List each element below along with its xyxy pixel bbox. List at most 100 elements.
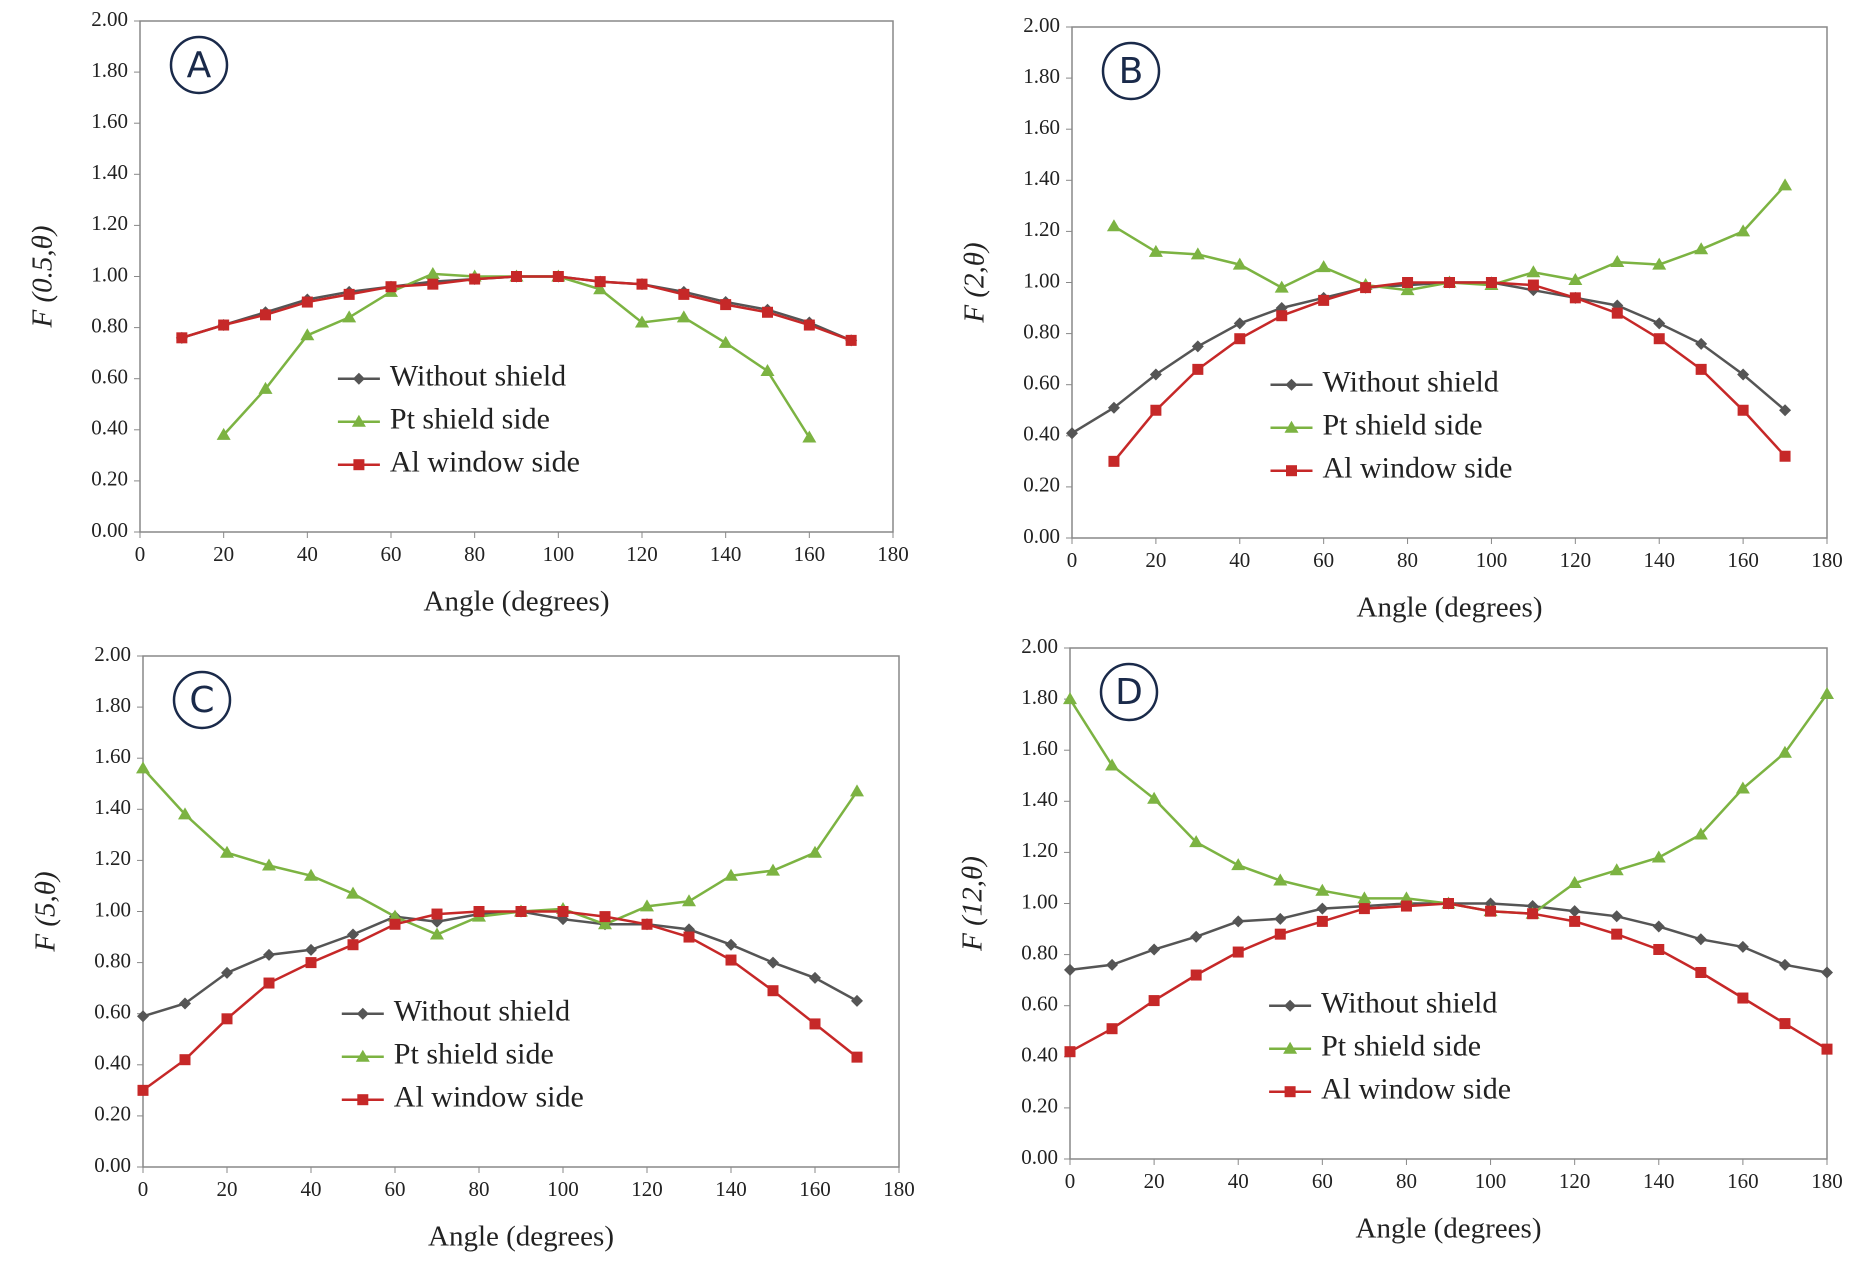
marker-square	[1106, 1023, 1118, 1035]
marker-diamond	[1233, 317, 1246, 330]
marker-square	[343, 288, 355, 300]
y-tick-label: 1.60	[1023, 115, 1060, 139]
x-tick-label: 20	[217, 1177, 238, 1201]
x-tick-label: 140	[1643, 1169, 1675, 1193]
marker-square	[1358, 903, 1370, 915]
x-tick-label: 80	[464, 542, 485, 566]
legend-marker	[1284, 420, 1299, 433]
legend-label: Pt shield side	[390, 403, 550, 436]
x-tick-label: 0	[135, 542, 146, 566]
marker-square	[1232, 946, 1244, 958]
marker-square	[594, 276, 606, 288]
legend-marker	[353, 459, 365, 471]
x-tick-label: 160	[799, 1177, 831, 1201]
marker-triangle	[1315, 883, 1330, 896]
marker-square	[347, 939, 359, 951]
marker-triangle	[808, 845, 822, 858]
marker-diamond	[137, 1010, 149, 1023]
x-tick-label: 60	[1312, 1169, 1333, 1193]
legend-marker	[1284, 999, 1297, 1012]
y-axis-title: F (2,θ)	[959, 242, 991, 323]
marker-square	[1274, 928, 1286, 940]
legend-marker	[1283, 1041, 1298, 1054]
marker-diamond	[725, 938, 737, 951]
y-tick-label: 1.40	[91, 160, 128, 184]
x-tick-label: 60	[381, 542, 402, 566]
y-tick-label: 1.80	[91, 58, 128, 82]
y-tick-label: 2.00	[94, 642, 131, 666]
y-tick-label: 0.60	[91, 365, 128, 389]
y-tick-label: 1.00	[1021, 889, 1058, 913]
marker-triangle	[1106, 219, 1121, 232]
marker-square	[851, 1051, 863, 1063]
y-tick-label: 0.80	[91, 313, 128, 337]
y-tick-label: 0.20	[91, 467, 128, 491]
marker-square	[176, 332, 188, 344]
marker-triangle	[1399, 891, 1414, 904]
marker-triangle	[682, 894, 696, 907]
marker-triangle	[220, 845, 234, 858]
marker-diamond	[1148, 943, 1161, 956]
marker-square	[725, 954, 737, 966]
marker-square	[1148, 995, 1160, 1007]
marker-triangle	[598, 917, 612, 930]
y-tick-label: 1.40	[1021, 787, 1058, 811]
marker-diamond	[809, 971, 821, 984]
marker-triangle	[1316, 260, 1331, 273]
marker-square	[1611, 928, 1623, 940]
x-tick-label: 60	[1313, 548, 1334, 572]
marker-triangle	[1189, 835, 1204, 848]
x-tick-label: 20	[1144, 1169, 1165, 1193]
y-tick-label: 0.60	[1023, 371, 1060, 395]
x-tick-label: 140	[715, 1177, 747, 1201]
panel-label: D	[1115, 672, 1143, 713]
marker-triangle	[1820, 686, 1834, 699]
legend-label: Pt shield side	[394, 1038, 554, 1071]
marker-square	[762, 306, 773, 318]
marker-square	[1400, 900, 1412, 912]
marker-diamond	[1610, 910, 1623, 923]
marker-square	[1108, 455, 1120, 467]
marker-square	[1695, 966, 1707, 978]
marker-square	[1443, 898, 1454, 909]
marker-triangle	[342, 310, 357, 323]
x-tick-label: 0	[1065, 1169, 1076, 1193]
x-tick-label: 60	[385, 1177, 406, 1201]
marker-triangle	[430, 927, 444, 940]
marker-square	[1695, 363, 1707, 375]
marker-triangle	[1231, 858, 1246, 871]
marker-square	[218, 319, 230, 331]
marker-diamond	[221, 966, 233, 979]
y-tick-label: 1.00	[94, 897, 131, 921]
y-tick-label: 1.00	[1023, 268, 1060, 292]
y-tick-label: 0.00	[91, 518, 128, 542]
x-axis-title: Angle (degrees)	[424, 586, 610, 618]
marker-square	[1737, 404, 1749, 416]
legend-label: Without shield	[1323, 366, 1499, 399]
x-tick-label: 20	[1145, 548, 1166, 572]
marker-triangle	[1105, 758, 1120, 771]
x-tick-label: 160	[1727, 548, 1759, 572]
y-tick-label: 1.20	[91, 211, 128, 235]
marker-square	[636, 278, 648, 290]
y-tick-label: 0.80	[1023, 319, 1060, 343]
y-tick-label: 1.80	[94, 693, 131, 717]
marker-square	[1234, 333, 1246, 345]
x-tick-label: 0	[1067, 548, 1078, 572]
y-tick-label: 1.80	[1023, 64, 1060, 88]
marker-square	[678, 288, 690, 300]
x-tick-label: 140	[1643, 548, 1675, 572]
legend-label: Pt shield side	[1323, 409, 1483, 442]
marker-triangle	[850, 784, 864, 797]
marker-square	[599, 911, 611, 923]
x-tick-label: 160	[1727, 1169, 1759, 1193]
marker-square	[511, 271, 522, 282]
y-tick-label: 0.40	[1023, 422, 1060, 446]
marker-square	[1611, 307, 1623, 319]
marker-triangle	[1147, 791, 1162, 804]
marker-square	[720, 299, 732, 311]
marker-square	[515, 906, 527, 917]
marker-triangle	[136, 761, 150, 774]
x-tick-label: 100	[543, 542, 575, 566]
legend-marker	[352, 372, 365, 385]
